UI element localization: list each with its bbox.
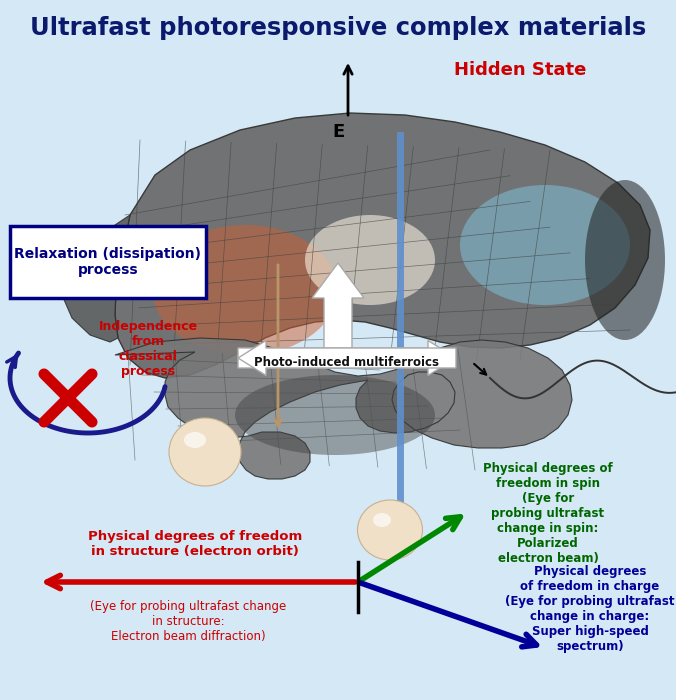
- Text: Relaxation (dissipation)
process: Relaxation (dissipation) process: [14, 247, 201, 277]
- Polygon shape: [115, 113, 650, 378]
- FancyArrow shape: [238, 340, 456, 375]
- Text: Physical degrees
of freedom in charge
(Eye for probing ultrafast
change in charg: Physical degrees of freedom in charge (E…: [505, 565, 675, 653]
- Text: Photo-induced multiferroics: Photo-induced multiferroics: [254, 356, 439, 368]
- Ellipse shape: [305, 215, 435, 305]
- Ellipse shape: [153, 225, 337, 355]
- FancyBboxPatch shape: [10, 226, 206, 298]
- Polygon shape: [115, 338, 572, 479]
- Text: Hidden State: Hidden State: [454, 61, 586, 79]
- FancyArrow shape: [312, 263, 364, 368]
- Text: Physical degrees of freedom
in structure (electron orbit): Physical degrees of freedom in structure…: [88, 530, 302, 558]
- Ellipse shape: [184, 432, 206, 448]
- Text: Independence
from
classical
process: Independence from classical process: [99, 320, 197, 378]
- Text: E: E: [332, 123, 344, 141]
- Text: Physical degrees of
freedom in spin
(Eye for
probing ultrafast
change in spin:
P: Physical degrees of freedom in spin (Eye…: [483, 462, 613, 565]
- FancyArrow shape: [238, 340, 456, 375]
- Ellipse shape: [585, 180, 665, 340]
- Text: (Eye for probing ultrafast change
in structure:
Electron beam diffraction): (Eye for probing ultrafast change in str…: [90, 600, 286, 643]
- Ellipse shape: [460, 185, 630, 305]
- Ellipse shape: [235, 375, 435, 455]
- Polygon shape: [62, 215, 130, 342]
- Text: Ultrafast photoresponsive complex materials: Ultrafast photoresponsive complex materi…: [30, 16, 646, 40]
- Ellipse shape: [373, 513, 391, 527]
- Ellipse shape: [169, 418, 241, 486]
- Ellipse shape: [358, 500, 422, 560]
